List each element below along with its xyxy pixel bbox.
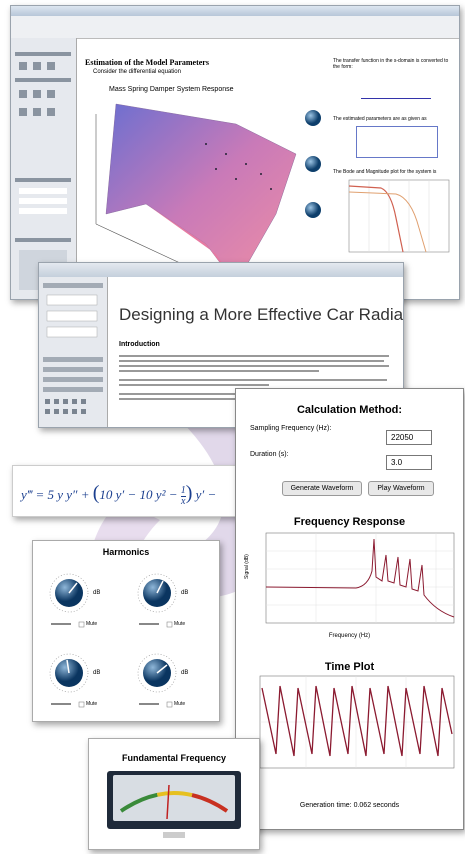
equation-left: y‴ = 5 y y″ + [21,487,89,502]
y-axis-label: Signal (dB) [244,554,250,579]
harmonics-panel: Harmonics dB dB dB dB Mute Mute Mute Mut… [32,540,220,722]
generation-time: Generation time: 0.062 seconds [236,802,463,809]
formula [361,78,431,99]
sampling-label: Sampling Frequency (Hz): [250,425,331,432]
knob-unit: dB [93,670,100,676]
toolbar[interactable] [11,16,459,39]
frequency-gauge [107,771,241,841]
play-button[interactable]: Play Waveform [368,481,434,496]
note-3: The Bode and Magnitude plot for the syst… [333,169,436,175]
note-2: The estimated parameters are as given as [333,116,427,122]
knobs[interactable] [33,541,219,721]
mute-label: Mute [86,621,97,627]
note-1: The transfer function in the s-domain is… [333,58,451,70]
duration-label: Duration (s): [250,451,289,458]
time-plot [256,674,456,774]
mute-label: Mute [174,701,185,707]
plot-title: Mass Spring Damper System Response [109,86,234,93]
bode-plot [341,178,451,258]
section-title: Estimation of the Model Parameters [85,58,209,67]
sampling-input[interactable]: 22050 [386,430,432,445]
sphere-icons [301,106,325,226]
page: Estimation of the Model Parameters Consi… [0,0,465,854]
palette-icons [11,38,76,299]
duration-input[interactable]: 3.0 [386,455,432,470]
knob-unit: dB [181,670,188,676]
title-bar [11,6,459,16]
panel-title: Calculation Method: [236,404,463,416]
knob-unit: dB [181,590,188,596]
document-title: Designing a More Effective Car Radiator [119,305,404,325]
calculation-panel: Calculation Method: Sampling Frequency (… [235,388,464,830]
fundamental-panel: Fundamental Frequency [88,738,260,850]
palette-icons [39,277,107,427]
fundamental-title: Fundamental Frequency [89,753,259,763]
section-heading: Introduction [119,341,160,348]
paren: ) [186,482,193,504]
equation-right: y′ − [196,487,217,502]
main-window: Estimation of the Model Parameters Consi… [10,5,460,300]
equation-inner: 10 y′ − 10 y² − [99,487,177,502]
x-axis-label: Frequency (Hz) [236,633,463,639]
intro-text: Consider the differential equation [93,69,181,75]
frequency-plot [256,531,456,631]
generate-button[interactable]: Generate Waveform [282,481,362,496]
time-title: Time Plot [236,661,463,673]
mute-label: Mute [174,621,185,627]
knob-unit: dB [93,590,100,596]
mute-label: Mute [86,701,97,707]
frequency-title: Frequency Response [236,516,463,528]
parameter-box [356,126,438,158]
toolbar[interactable] [39,263,403,277]
